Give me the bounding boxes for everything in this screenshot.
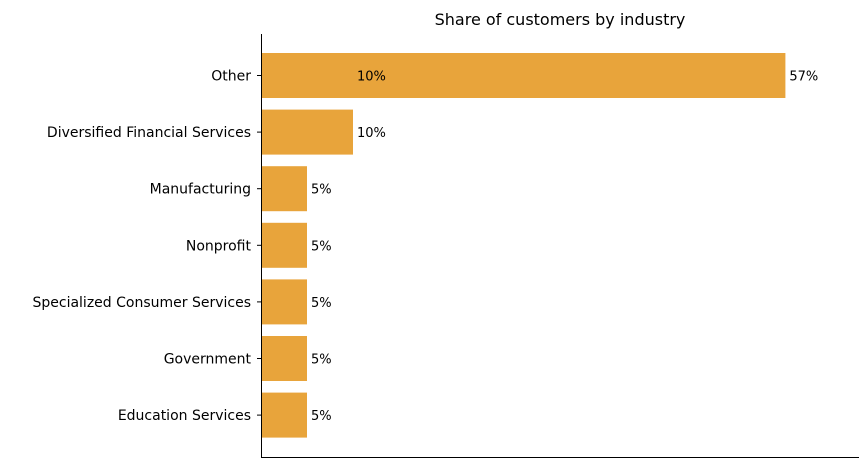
data-label: 10%: [357, 126, 386, 141]
y-tick-label: Education Services: [118, 408, 251, 424]
bar-specialized-consumer-services: [261, 279, 307, 325]
bar-nonprofit: [261, 222, 307, 268]
y-tick-label: Diversified Financial Services: [47, 125, 251, 141]
y-tick-label: Nonprofit: [186, 238, 252, 254]
labels-layer: Other 57% Diversified Financial Services 10…: [32, 69, 818, 425]
bar-government: [261, 336, 307, 381]
data-label: 5%: [311, 183, 332, 198]
extra-data-label: 10%: [357, 70, 386, 85]
data-label: 5%: [311, 296, 332, 311]
data-label: 5%: [311, 409, 332, 424]
data-label: 5%: [311, 353, 332, 368]
bar-education-services: [261, 392, 307, 438]
bar-diversified-financial-services: [261, 109, 353, 155]
y-tick-label: Manufacturing: [150, 182, 251, 198]
y-tick-label: Other: [211, 69, 251, 85]
axes-layer: [261, 34, 859, 458]
y-tick-label: Government: [164, 352, 252, 368]
data-label: 5%: [311, 239, 332, 254]
y-tick-label: Specialized Consumer Services: [32, 295, 251, 311]
chart-title: Share of customers by industry: [435, 10, 686, 29]
data-label: 57%: [789, 70, 818, 85]
bar-manufacturing: [261, 166, 307, 212]
bar-other: [261, 53, 786, 98]
bars-layer: [261, 53, 786, 438]
